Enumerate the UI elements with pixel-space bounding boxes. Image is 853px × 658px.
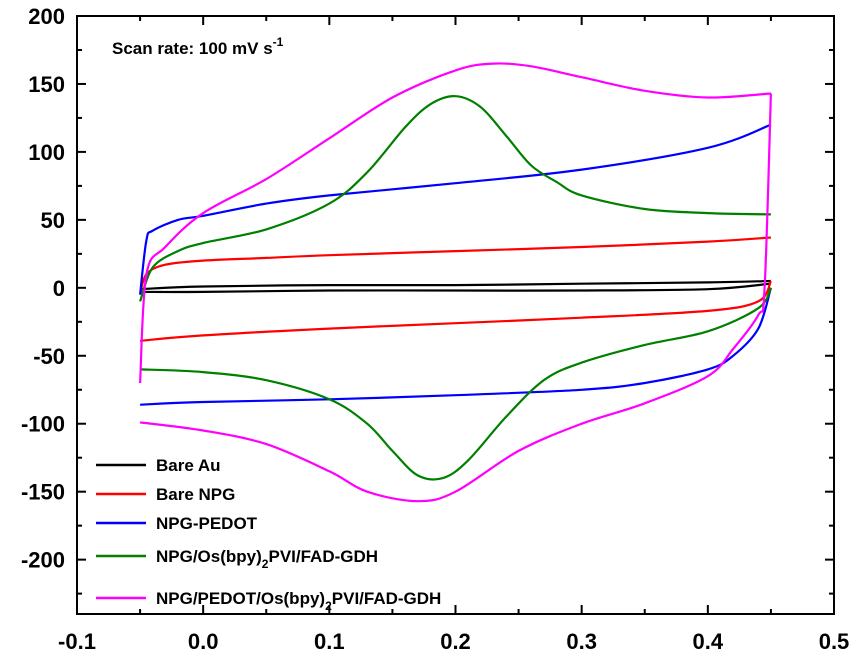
x-tick-label: 0.1 [314, 629, 345, 654]
scan-rate-superscript: -1 [273, 35, 284, 49]
axis-ticks: -0.1 0.0 0.1 0.2 0.3 0.4 0.5 200 150 100 50 0 -50 -10… [21, 4, 849, 654]
y-tick-label: 100 [28, 140, 65, 165]
y-tick-label: 150 [28, 72, 65, 97]
series-3-forward-line [139, 123, 772, 295]
x-tick-label: 0.2 [440, 629, 471, 654]
legend-label: Bare NPG [156, 485, 235, 504]
series-2-forward-line [139, 236, 771, 295]
series-2-reverse-line [140, 280, 772, 342]
y-tick-label: 50 [41, 208, 65, 233]
legend-label: NPG-PEDOT [156, 514, 258, 533]
x-tick-label: 0.4 [693, 629, 724, 654]
y-tick-label: 0 [53, 276, 65, 301]
y-tick-label: -150 [21, 480, 65, 505]
y-tick-label: 200 [28, 4, 65, 29]
x-tick-label: -0.1 [58, 629, 96, 654]
y-tick-label: -100 [21, 412, 65, 437]
x-tick-label: 0.5 [819, 629, 850, 654]
data-curves [139, 62, 772, 503]
scan-rate-annotation: Scan rate: 100 mV s-1 [112, 35, 284, 58]
series-3-reverse-line [140, 287, 772, 406]
scan-rate-text: Scan rate: 100 mV s [112, 39, 273, 58]
series-1-reverse-line [140, 282, 771, 294]
legend: Bare Au Bare NPG NPG-PEDOT NPG/Os(bpy)2PVI/… [96, 456, 441, 613]
legend-label: NPG/PEDOT/Os(bpy)2PVI/FAD-GDH [156, 589, 441, 613]
y-tick-label: -200 [21, 548, 65, 573]
series-5-forward-line [139, 62, 771, 384]
x-tick-label: 0.0 [188, 629, 219, 654]
y-tick-label: -50 [33, 344, 65, 369]
legend-label: Bare Au [156, 456, 221, 475]
legend-label: NPG/Os(bpy)2PVI/FAD-GDH [156, 547, 378, 571]
series-4-forward-line [139, 95, 771, 302]
series-4-reverse-line [140, 287, 772, 481]
series-5-reverse-line [139, 93, 772, 503]
x-tick-label: 0.3 [566, 629, 597, 654]
series-1-forward-line [140, 279, 771, 291]
